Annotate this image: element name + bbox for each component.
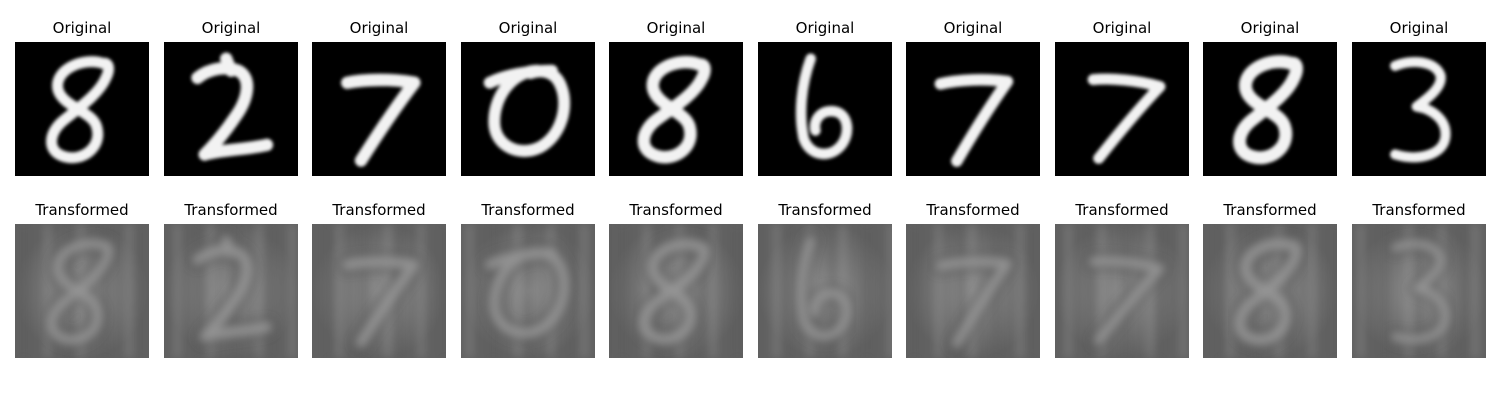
original-digit-image-7 [906, 42, 1040, 176]
transformed-panel-title: Transformed [629, 201, 723, 219]
original-panel-title: Original [943, 19, 1003, 37]
digit-stroke [191, 52, 274, 161]
transformed-digit-image-9 [1203, 224, 1337, 358]
digit-stroke [1229, 233, 1307, 351]
transformed-panel-title: Transformed [1372, 201, 1466, 219]
digit-stroke [337, 251, 425, 353]
original-digit-image-2 [164, 42, 298, 176]
original-panel-title: Original [1092, 19, 1152, 37]
transformed-digit-image-10 [1352, 224, 1486, 358]
original-panel-title: Original [646, 19, 706, 37]
transformed-digit-image-6 [758, 224, 892, 358]
digit-stroke [637, 55, 711, 164]
transformed-panel-title: Transformed [778, 201, 872, 219]
original-digit-image-3 [312, 42, 446, 176]
digit-stroke [633, 234, 715, 350]
original-panel-title: Original [201, 19, 261, 37]
digit-stroke [795, 53, 853, 160]
original-panel-title: Original [795, 19, 855, 37]
transformed-digit-image-2 [164, 224, 298, 358]
transformed-panel-title: Transformed [35, 201, 129, 219]
original-digit-image-8 [1055, 42, 1189, 176]
digit-stroke [934, 74, 1014, 167]
panel-background [312, 42, 446, 176]
digit-stroke [1083, 251, 1170, 350]
original-digit-image-10 [1352, 42, 1486, 176]
digit-stroke [479, 242, 574, 343]
transformed-panel-title: Transformed [332, 201, 426, 219]
digit-stroke [187, 230, 277, 347]
panel-background [1055, 42, 1189, 176]
transformed-panel-title: Transformed [926, 201, 1020, 219]
original-panel-title: Original [52, 19, 112, 37]
original-digit-image-9 [1203, 42, 1337, 176]
digit-stroke [42, 234, 118, 350]
digit-stroke [1087, 73, 1166, 164]
digit-stroke [1233, 55, 1303, 165]
transformed-digit-image-3 [312, 224, 446, 358]
digit-stroke [46, 56, 115, 164]
original-panel-title: Original [498, 19, 558, 37]
digit-stroke [792, 231, 856, 345]
digit-stroke [483, 64, 571, 157]
original-panel-title: Original [349, 19, 409, 37]
transformed-digit-image-8 [1055, 224, 1189, 358]
digit-stroke [1386, 235, 1455, 349]
transformed-panel-title: Transformed [1075, 201, 1169, 219]
original-digit-image-1 [15, 42, 149, 176]
transformed-panel-title: Transformed [1223, 201, 1317, 219]
digit-stroke [341, 73, 421, 167]
original-panel-title: Original [1240, 19, 1300, 37]
transformed-panel-title: Transformed [184, 201, 278, 219]
original-digit-image-5 [609, 42, 743, 176]
transformed-digit-image-7 [906, 224, 1040, 358]
digit-stroke [1390, 56, 1451, 163]
transformed-digit-image-5 [609, 224, 743, 358]
transformed-digit-image-4 [461, 224, 595, 358]
original-digit-image-4 [461, 42, 595, 176]
original-panel-title: Original [1389, 19, 1449, 37]
original-digit-image-6 [758, 42, 892, 176]
transformed-digit-image-1 [15, 224, 149, 358]
digit-stroke [930, 252, 1018, 353]
panel-background [906, 42, 1040, 176]
transformed-panel-title: Transformed [481, 201, 575, 219]
